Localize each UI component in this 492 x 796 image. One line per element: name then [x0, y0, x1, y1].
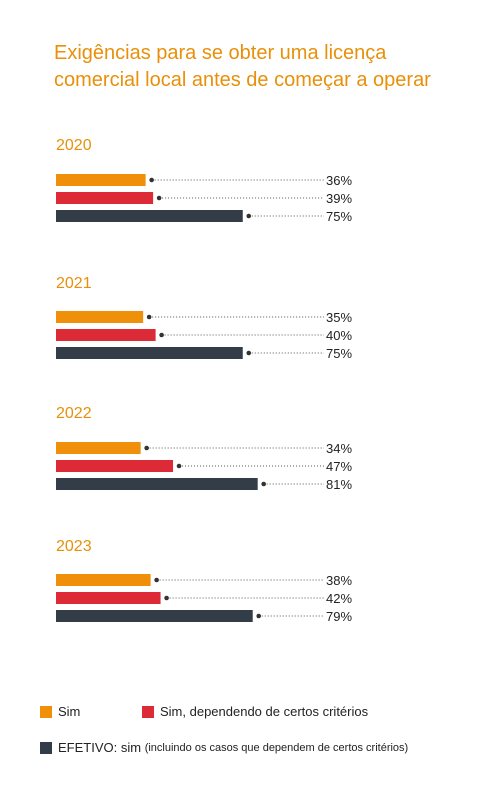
leader-dot-2020-efetivo — [246, 213, 252, 219]
value-label-2022-sim: 34% — [326, 441, 352, 456]
legend-label-dependendo: Sim, dependendo de certos critérios — [160, 704, 369, 719]
leader-dot-2021-sim — [146, 314, 152, 320]
year-label-2021: 2021 — [56, 275, 92, 292]
legend-swatch-efetivo — [40, 741, 52, 754]
legend-note-efetivo: (incluindo os casos que dependem de cert… — [144, 741, 409, 754]
leader-dot-2023-sim — [154, 577, 159, 583]
bar-2022-dependendo — [56, 460, 174, 472]
leader-dot-2021-dependendo — [159, 332, 164, 338]
leader-dot-2023-efetivo — [256, 613, 262, 619]
leader-dot-2021-efetivo — [246, 350, 252, 356]
value-label-2020-sim: 36% — [326, 173, 352, 188]
leader-dot-2022-dependendo — [176, 463, 182, 469]
bar-2023-efetivo — [56, 610, 253, 622]
bar-2021-efetivo — [56, 347, 243, 359]
legend-item-efetivo: EFETIVO: sim (incluindo os casos que dep… — [40, 740, 408, 755]
legend-swatch-sim — [40, 705, 52, 718]
bar-2020-efetivo — [56, 210, 243, 222]
value-label-2020-dependendo: 39% — [326, 191, 352, 206]
leader-dot-2022-sim — [144, 445, 149, 451]
bar-chart: 2020 36% 39% 75% 2021 35% 40% 75% 2022 34% 47% 81% 2… — [56, 137, 352, 624]
bar-2021-dependendo — [56, 329, 156, 341]
year-label-2023: 2023 — [56, 538, 92, 555]
value-label-2021-dependendo: 40% — [326, 328, 352, 343]
chart-title-line-2: comercial local antes de começar a opera… — [54, 69, 431, 91]
value-label-2020-efetivo: 75% — [326, 209, 352, 224]
legend-label-efetivo: EFETIVO: sim — [58, 740, 142, 755]
chart-title: Exigências para se obter uma licença com… — [54, 40, 474, 94]
leader-dot-2020-sim — [149, 177, 154, 183]
leader-dot-2022-efetivo — [261, 481, 266, 487]
bar-2021-sim — [56, 311, 144, 323]
value-label-2022-dependendo: 47% — [326, 459, 352, 474]
year-label-2020: 2020 — [56, 137, 92, 154]
bar-2022-sim — [56, 442, 141, 454]
leader-dot-2020-dependendo — [156, 195, 162, 201]
bar-2022-efetivo — [56, 478, 258, 490]
legend-item-dependendo: Sim, dependendo de certos critérios — [142, 704, 368, 719]
value-label-2022-efetivo: 81% — [326, 477, 352, 492]
bar-2020-dependendo — [56, 192, 154, 204]
legend-swatch-dependendo — [142, 705, 154, 718]
chart-title-line-1: Exigências para se obter uma licença — [54, 42, 387, 64]
legend-label-sim: Sim — [58, 704, 81, 719]
bar-2023-dependendo — [56, 592, 161, 604]
value-label-2021-sim: 35% — [326, 310, 352, 325]
leader-dot-2023-dependendo — [164, 595, 169, 601]
year-label-2022: 2022 — [56, 405, 92, 422]
legend-item-sim: Sim — [40, 704, 80, 719]
bar-2020-sim — [56, 174, 146, 186]
value-label-2023-dependendo: 42% — [326, 591, 352, 606]
bar-2023-sim — [56, 574, 151, 586]
value-label-2021-efetivo: 75% — [326, 346, 352, 361]
value-label-2023-efetivo: 79% — [326, 609, 352, 624]
value-label-2023-sim: 38% — [326, 573, 352, 588]
